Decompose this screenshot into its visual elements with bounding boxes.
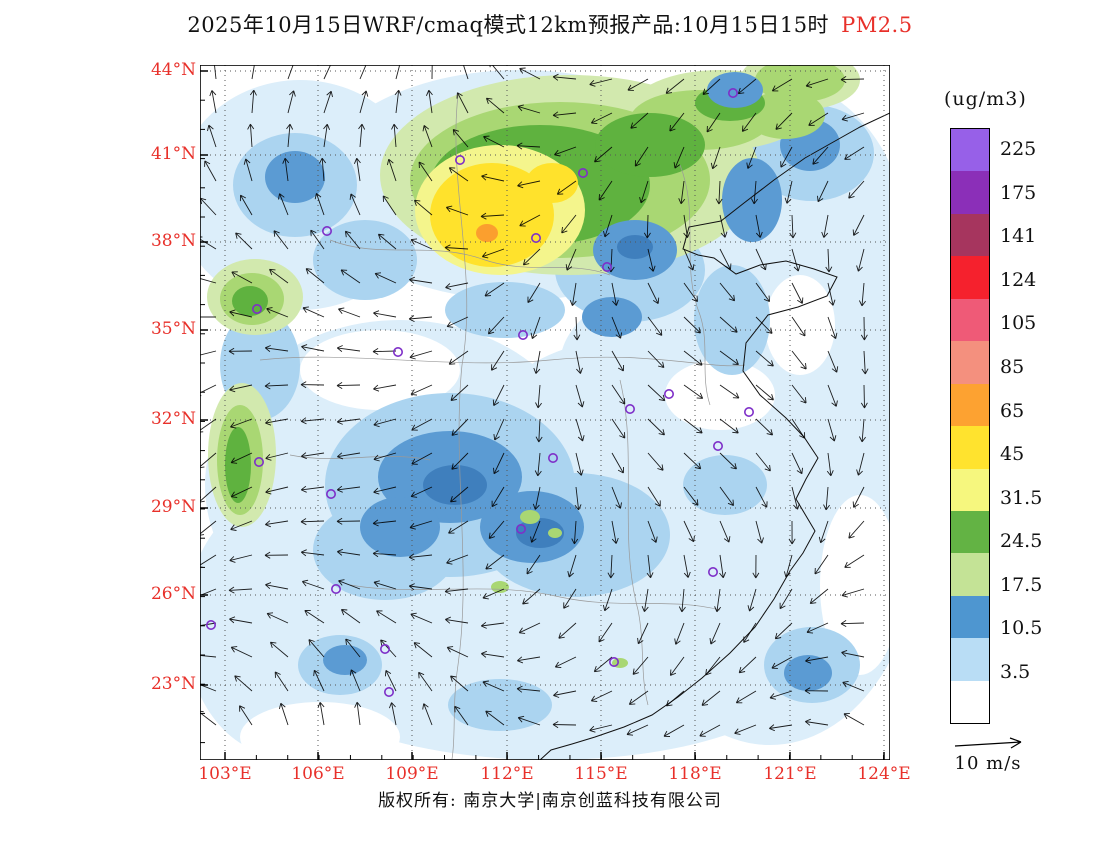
legend-band [951,468,989,511]
station-marker [601,262,612,273]
legend-band [951,129,989,172]
station-marker [206,619,216,630]
wind-field [200,65,869,737]
legend-tick: 31.5 [1000,486,1043,509]
station-marker [455,155,466,166]
lat-label: 29°N [150,497,196,517]
page-title: 2025年10月15日WRF/cmaq模式12km预报产品:10月15日15时 P… [0,9,1100,39]
graticule [200,65,890,760]
station-marker [712,440,723,451]
legend-colorbar [950,128,990,725]
wind-scale-label: 10 m/s [954,753,1022,774]
legend-tick: 175 [1000,181,1037,204]
station-marker [515,523,526,534]
legend-title: (ug/m3) [944,88,1027,110]
station-marker [326,488,337,499]
lat-label: 38°N [150,231,196,251]
lat-label: 32°N [150,409,196,429]
station-marker [727,87,738,98]
legend-band [951,595,989,639]
legend-tick: 105 [1000,312,1037,335]
legend-band [951,298,989,342]
legend-tick: 124 [1000,268,1037,291]
lat-label: 26°N [150,584,196,604]
axis-ticks [200,70,885,760]
lon-label: 112°E [480,764,534,784]
lat-label: 23°N [150,674,196,694]
lon-label: 109°E [385,764,439,784]
station-markers [206,87,754,697]
station-marker [380,643,391,654]
title-pollutant: PM2.5 [841,13,913,37]
station-marker [322,226,333,237]
station-marker [253,456,264,467]
lat-label: 41°N [150,144,196,164]
legend-band [951,510,989,554]
lon-label: 121°E [763,764,817,784]
lat-label: 35°N [150,319,196,339]
legend: (ug/m3) 225 175 141 124 105 85 65 45 31.5 24.5 17.… [942,88,1100,725]
legend-band [951,680,989,724]
lon-label: 103°E [198,764,252,784]
copyright: 版权所有: 南京大学|南京创蓝科技有限公司 [378,791,722,811]
legend-tick: 24.5 [1000,530,1043,553]
legend-band [951,341,989,384]
station-marker [743,406,754,417]
legend-band [951,256,989,299]
legend-tick: 225 [1000,138,1037,161]
station-marker [530,233,541,244]
legend-tick: 45 [1000,443,1025,466]
lon-label: 124°E [857,764,911,784]
legend-tick: 65 [1000,399,1025,422]
station-marker [384,686,395,697]
lat-label: 44°N [150,60,196,80]
wind-scale-arrow-icon [954,737,1022,749]
legend-tick: 3.5 [1000,660,1031,683]
legend-band [951,213,989,257]
legend-tick: 10.5 [1000,617,1043,640]
legend-band [951,383,989,427]
station-marker [547,452,558,463]
station-marker [577,168,588,179]
legend-tick: 85 [1000,355,1025,378]
lon-label: 106°E [291,764,345,784]
legend-tick: 141 [1000,225,1037,248]
lon-label: 118°E [668,764,722,784]
station-marker [517,329,528,340]
station-marker [707,566,718,577]
lon-label: 115°E [574,764,628,784]
legend-band [951,553,989,596]
legend-band [951,171,989,214]
station-marker [663,388,674,399]
station-marker [251,304,262,315]
pm25-field-layer [200,65,890,760]
title-main: 2025年10月15日WRF/cmaq模式12km预报产品:10月15日15时 [187,13,830,37]
legend-band [951,638,989,681]
station-marker [393,346,404,357]
forecast-map [199,64,891,761]
legend-tick: 17.5 [1000,573,1043,596]
station-marker [331,583,342,594]
legend-band [951,426,989,469]
station-marker [608,656,619,667]
map-area [199,64,891,761]
wind-scale: 10 m/s [928,736,1048,774]
station-marker [624,403,635,414]
coastline [539,112,890,760]
